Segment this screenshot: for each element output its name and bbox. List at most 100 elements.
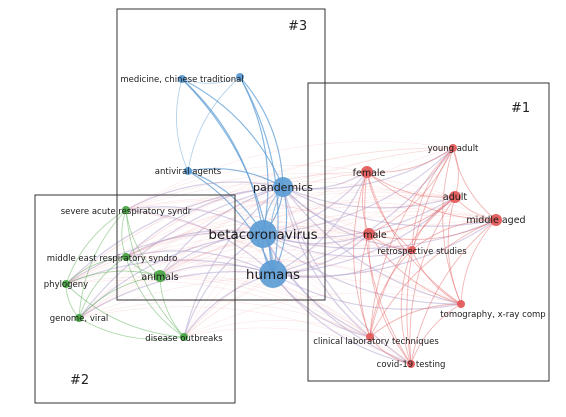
network-edge (65, 257, 462, 305)
cluster-label-1: #1 (511, 101, 530, 116)
network-edge (452, 147, 459, 198)
network-edge (409, 196, 456, 365)
network-edge (125, 164, 368, 211)
network-edge (239, 76, 269, 235)
cluster-box-2 (34, 194, 236, 404)
network-edge (187, 76, 241, 172)
node-covid-testing[interactable] (407, 360, 415, 368)
network-edge (65, 276, 371, 338)
network-edge (369, 147, 454, 338)
network-edge (183, 327, 412, 365)
network-edge (159, 211, 497, 277)
node-pandemics[interactable] (273, 177, 293, 197)
network-edge (183, 249, 413, 338)
network-edge (125, 229, 264, 258)
node-medicine-chinese[interactable] (178, 75, 186, 83)
network-edge (159, 260, 462, 305)
network-edge (366, 171, 462, 305)
network-edge (78, 317, 185, 340)
node-label-male: male (363, 230, 387, 241)
network-edge (460, 219, 497, 305)
network-edge (364, 171, 412, 365)
network-edge (359, 233, 371, 338)
network-edge (125, 256, 371, 338)
node-animals[interactable] (154, 270, 166, 282)
node-female[interactable] (361, 166, 373, 178)
node-retrospective[interactable] (408, 246, 416, 254)
cluster-box-1 (307, 82, 550, 382)
node-adult[interactable] (449, 191, 461, 203)
network-edge (411, 249, 462, 305)
network-edge (65, 231, 264, 285)
node-male[interactable] (363, 228, 375, 240)
network-edge (125, 221, 370, 258)
node-antiviral[interactable] (184, 167, 192, 175)
node-label-betacoronavirus: betacoronavirus (208, 227, 317, 243)
network-edge (65, 186, 284, 285)
network-edge (452, 147, 497, 221)
network-edge (78, 244, 413, 319)
network-edge (447, 196, 462, 305)
node-label-female: female (353, 168, 386, 179)
network-edge (282, 186, 413, 251)
network-edge (125, 209, 412, 365)
network-edge (78, 275, 161, 319)
node-mers[interactable] (122, 253, 130, 261)
network-edge (78, 215, 497, 319)
network-edge (411, 147, 454, 251)
network-edge (272, 273, 412, 365)
network-edge (183, 320, 371, 338)
network-edge (65, 147, 454, 285)
node-label-sars: severe acute respiratory syndr (61, 207, 192, 217)
network-edge (159, 275, 185, 338)
network-edge (125, 200, 413, 251)
label-layer: betacoronavirus humans pandemics medicine, … (44, 75, 546, 370)
network-edge (125, 209, 185, 338)
node-humans[interactable] (259, 260, 287, 288)
network-edge (65, 283, 185, 338)
edge-layer (65, 76, 497, 365)
node-genome[interactable] (75, 314, 83, 322)
network-edge (181, 76, 241, 84)
network-edge (262, 233, 462, 305)
node-med2[interactable] (236, 73, 244, 81)
network-edge (125, 209, 274, 275)
node-tomography[interactable] (457, 300, 465, 308)
node-clinical-lab[interactable] (366, 333, 374, 341)
network-edge (239, 76, 269, 235)
network-edge (410, 219, 497, 365)
network-edge (125, 147, 454, 258)
network-edge (262, 171, 368, 235)
node-phylogeny[interactable] (62, 280, 70, 288)
node-label-retrospective: retrospective studies (377, 247, 467, 257)
network-edge (187, 170, 274, 275)
network-edge (65, 206, 497, 285)
network-edge (78, 300, 371, 338)
node-label-young-adult: young adult (428, 144, 479, 154)
node-middle-aged[interactable] (490, 214, 502, 226)
network-edge (183, 292, 462, 338)
network-edge (65, 225, 370, 285)
network-edge (369, 196, 456, 338)
node-betacoronavirus[interactable] (249, 220, 277, 248)
network-edge (125, 256, 185, 338)
node-label-humans: humans (246, 267, 300, 283)
network-edge (366, 171, 413, 251)
network-edge (239, 76, 284, 188)
node-outbreaks[interactable] (180, 333, 188, 341)
network-edge (181, 78, 284, 188)
cluster-box-3 (116, 8, 326, 301)
network-edge (125, 208, 462, 305)
network-edge (369, 249, 413, 338)
network-edge (187, 167, 284, 188)
node-young-adult[interactable] (449, 144, 457, 152)
network-edge (181, 78, 264, 235)
node-label-adult: adult (443, 192, 468, 203)
network-edge (272, 219, 497, 277)
network-edge (368, 219, 497, 240)
network-edge (125, 198, 370, 235)
network-edge (368, 147, 454, 235)
node-sars[interactable] (122, 206, 130, 214)
network-edge (183, 186, 284, 338)
